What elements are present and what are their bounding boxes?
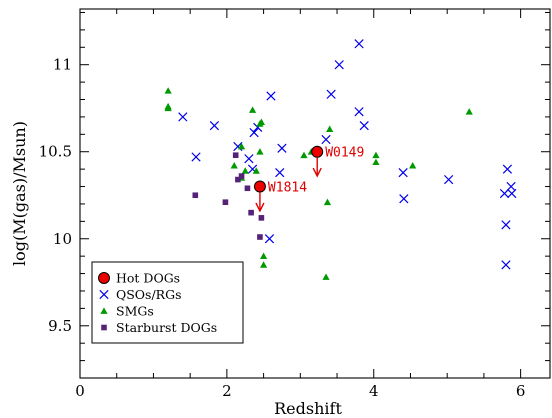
starburst-dogs-point <box>244 185 251 192</box>
axes: 0 2 4 6 9.5 10 10.5 11 Redshift log(M(gas)/Msun) <box>10 8 551 418</box>
hot-dogs-point <box>253 180 266 193</box>
smgs-point <box>164 104 172 112</box>
smgs-point <box>259 252 268 260</box>
qsos-rgs-point <box>398 167 408 178</box>
y-tick-label: 10.5 <box>39 143 72 161</box>
legend-label-starburst-dogs: Starburst DOGs <box>116 320 217 335</box>
series-smgs <box>164 87 473 280</box>
legend-marker-hot-dogs <box>98 272 110 284</box>
x-tick-label: 4 <box>369 382 379 400</box>
data-points <box>164 39 517 280</box>
smgs-point <box>409 162 417 169</box>
series-qsos-rgs <box>178 39 517 270</box>
y-tick-label: 10 <box>53 230 72 248</box>
smgs-point <box>326 125 334 132</box>
legend-label-smgs: SMGs <box>116 304 154 319</box>
legend-label-qsos-rgs: QSOs/RGs <box>116 287 182 302</box>
starburst-dogs-point <box>258 215 265 221</box>
arrow-head <box>255 202 265 213</box>
hot-dogs-point <box>311 145 324 158</box>
annotations: W0149 W1814 <box>255 146 364 213</box>
qsos-rgs-point <box>266 91 276 101</box>
qsos-rgs-point <box>249 127 259 138</box>
y-tick-label: 11 <box>53 56 72 74</box>
series-hot-dogs <box>253 145 324 193</box>
qsos-rgs-point <box>501 220 511 230</box>
smgs-point <box>230 162 238 169</box>
x-tick-label: 6 <box>516 382 526 400</box>
smgs-point <box>259 261 268 268</box>
starburst-dogs-point <box>192 192 199 199</box>
qsos-rgs-point <box>264 234 275 244</box>
starburst-dogs-point <box>235 176 241 183</box>
qsos-rgs-point <box>178 112 188 122</box>
qsos-rgs-point <box>501 260 511 270</box>
smgs-point <box>465 108 473 115</box>
qsos-rgs-point <box>209 120 220 131</box>
qsos-rgs-point <box>359 120 369 131</box>
x-tick-label: 2 <box>222 382 232 400</box>
legend-box <box>91 261 244 344</box>
qsos-rgs-point <box>321 134 331 145</box>
qsos-rgs-point <box>275 167 285 178</box>
smgs-point <box>257 118 265 126</box>
smgs-point <box>248 106 257 113</box>
smgs-point <box>322 273 330 280</box>
annotation-label: W0149 <box>325 146 364 161</box>
smgs-point <box>372 151 380 159</box>
legend-marker-starburst-dogs <box>101 324 107 331</box>
starburst-dogs-point <box>248 209 254 216</box>
smgs-point <box>323 198 332 206</box>
qsos-rgs-point <box>244 154 254 164</box>
arrow-head <box>312 167 322 178</box>
starburst-dogs-point <box>257 234 263 240</box>
qsos-rgs-point <box>191 152 201 162</box>
smgs-point <box>372 158 380 166</box>
qsos-rgs-point <box>354 39 364 49</box>
qsos-rgs-point <box>444 174 454 185</box>
qsos-rgs-point <box>507 188 517 199</box>
x-tick-label: 0 <box>75 382 85 400</box>
y-tick-label: 9.5 <box>48 317 72 335</box>
starburst-dogs-point <box>222 199 229 206</box>
qsos-rgs-point <box>354 107 364 117</box>
smgs-point <box>252 167 260 174</box>
series-starburst-dogs <box>192 152 265 240</box>
starburst-dogs-point <box>232 152 239 159</box>
smgs-point <box>256 148 264 155</box>
plot-frame <box>79 8 551 379</box>
smgs-point <box>164 87 172 94</box>
qsos-rgs-point <box>399 194 409 204</box>
starburst-dogs-point <box>238 173 245 179</box>
legend-marker-qsos-rgs <box>99 289 109 300</box>
legend-marker-smgs <box>100 307 108 314</box>
annotation-label: W1814 <box>268 181 307 196</box>
y-axis-label: log(M(gas)/Msun) <box>10 121 29 266</box>
smgs-point <box>300 151 308 159</box>
qsos-rgs-point <box>502 164 513 174</box>
qsos-rgs-point <box>277 143 287 153</box>
legend-label-hot-dogs: Hot DOGs <box>116 271 180 286</box>
qsos-rgs-point <box>334 60 344 70</box>
qsos-rgs-point <box>326 89 336 99</box>
x-axis-label: Redshift <box>274 399 342 418</box>
smgs-point <box>237 142 246 150</box>
smgs-point <box>241 167 249 174</box>
